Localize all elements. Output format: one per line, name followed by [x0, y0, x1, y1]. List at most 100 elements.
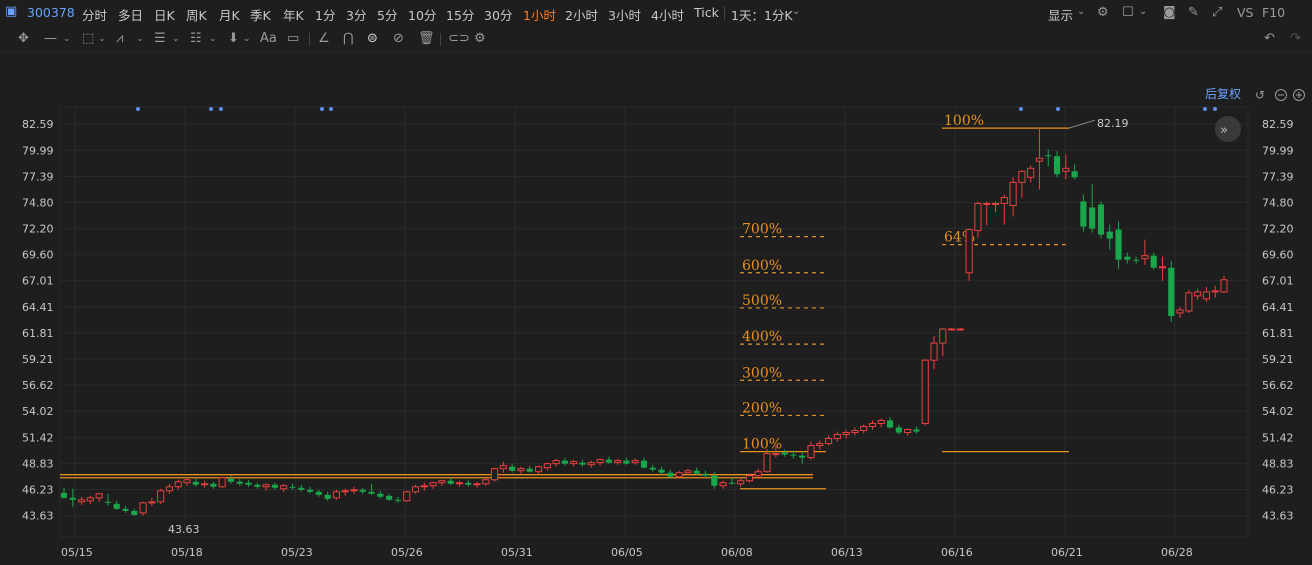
candle-body[interactable]: [675, 472, 683, 478]
period-tab[interactable]: 周K: [186, 8, 207, 23]
event-marker-dot[interactable]: [219, 107, 223, 111]
candle-body[interactable]: [332, 491, 340, 499]
candle-body[interactable]: [667, 472, 674, 477]
candle-body[interactable]: [877, 419, 885, 424]
candle-body[interactable]: [131, 510, 138, 515]
candle-body[interactable]: [60, 492, 68, 498]
candle-body[interactable]: [517, 468, 525, 472]
candle-body[interactable]: [1089, 207, 1096, 229]
chevron-down-icon[interactable]: ⌄: [63, 34, 71, 44]
candle-body[interactable]: [1045, 155, 1052, 157]
candle-body[interactable]: [640, 460, 648, 468]
checkbox-icon[interactable]: ☐: [1122, 5, 1134, 20]
period-tab[interactable]: 30分: [484, 8, 513, 23]
candle-body[interactable]: [939, 328, 947, 344]
candle-body[interactable]: [482, 479, 490, 485]
candle-body[interactable]: [341, 490, 349, 493]
candle-body[interactable]: [605, 459, 612, 463]
candle-body[interactable]: [965, 229, 973, 274]
candle-body[interactable]: [1000, 196, 1008, 204]
hide-icon[interactable]: ⊘: [393, 31, 404, 46]
candle-body[interactable]: [368, 491, 375, 494]
candle-body[interactable]: [1053, 156, 1061, 175]
candle-body[interactable]: [280, 485, 288, 490]
period-tab[interactable]: 4小时: [651, 8, 684, 23]
candle-body[interactable]: [403, 491, 411, 502]
period-tab[interactable]: 季K: [250, 8, 271, 23]
candlestick-chart[interactable]: 100% 200% 300% 400% 500% 600% 700% 100%64% 82.…: [0, 52, 1312, 565]
candle-body[interactable]: [711, 475, 718, 486]
candle-body[interactable]: [1168, 267, 1175, 316]
candle-body[interactable]: [860, 425, 868, 432]
candle-body[interactable]: [1080, 201, 1087, 227]
candle-body[interactable]: [851, 430, 859, 434]
candle-body[interactable]: [315, 491, 322, 495]
candle-body[interactable]: [420, 485, 428, 488]
candle-body[interactable]: [491, 468, 499, 481]
candle-body[interactable]: [719, 482, 727, 487]
period-tab[interactable]: Tick: [694, 5, 719, 20]
candle-body[interactable]: [1158, 266, 1167, 269]
candle-body[interactable]: [737, 480, 745, 485]
period-tab-active[interactable]: 1小时: [523, 8, 556, 23]
candle-body[interactable]: [227, 478, 235, 482]
chevron-down-icon[interactable]: ⌄: [98, 34, 106, 44]
candle-body[interactable]: [139, 502, 147, 514]
chevron-down-icon[interactable]: ⌄: [1139, 6, 1148, 17]
period-tab[interactable]: 5分: [377, 8, 398, 23]
candle-body[interactable]: [1176, 309, 1184, 314]
period-tab[interactable]: 15分: [446, 8, 475, 23]
candle-body[interactable]: [1097, 204, 1105, 235]
candle-body[interactable]: [1071, 171, 1078, 178]
candle-body[interactable]: [174, 481, 182, 488]
chevron-down-icon[interactable]: ⌄: [172, 34, 180, 44]
period-tab[interactable]: 10分: [408, 8, 437, 23]
candle-body[interactable]: [886, 420, 894, 428]
period-tab[interactable]: 3小时: [608, 8, 641, 23]
candle-body[interactable]: [623, 460, 630, 464]
candle-body[interactable]: [824, 438, 833, 445]
camera-icon[interactable]: ◙: [1163, 5, 1176, 20]
event-marker-dot[interactable]: [136, 107, 140, 111]
pen-icon[interactable]: ✎: [1188, 5, 1199, 20]
chevron-down-icon[interactable]: ⌄: [1077, 6, 1086, 17]
candle-body[interactable]: [833, 434, 841, 440]
f10-button[interactable]: F10: [1262, 5, 1286, 20]
candle-body[interactable]: [596, 459, 604, 464]
candle-body[interactable]: [799, 455, 806, 458]
comment-icon[interactable]: ▭: [287, 31, 300, 46]
candle-body[interactable]: [78, 499, 86, 503]
candle-body[interactable]: [974, 202, 982, 232]
period-tab[interactable]: 多日: [118, 8, 144, 23]
candle-body[interactable]: [904, 429, 912, 434]
expand-button[interactable]: [1215, 116, 1241, 142]
candle-body[interactable]: [614, 460, 622, 464]
pen-icon[interactable]: ∠: [318, 31, 330, 46]
candle-body[interactable]: [236, 481, 243, 484]
candle-body[interactable]: [192, 481, 199, 485]
candle-body[interactable]: [86, 497, 94, 502]
candle-body[interactable]: [868, 422, 877, 427]
adjust-toggle[interactable]: 后复权: [1205, 87, 1241, 101]
wave-icon[interactable]: ⩘: [116, 31, 124, 46]
candle-body[interactable]: [579, 462, 586, 465]
candle-body[interactable]: [165, 486, 174, 492]
candle-body[interactable]: [754, 471, 762, 477]
candle-body[interactable]: [587, 462, 595, 466]
candle-body[interactable]: [631, 460, 639, 464]
candle-body[interactable]: [534, 466, 543, 473]
event-marker-dot[interactable]: [1213, 107, 1217, 111]
candle-body[interactable]: [543, 463, 551, 469]
candle-body[interactable]: [781, 452, 788, 455]
candle-body[interactable]: [948, 328, 956, 331]
candle-body[interactable]: [359, 489, 366, 492]
candle-body[interactable]: [324, 494, 331, 499]
candle-body[interactable]: [693, 470, 700, 474]
crosshair-icon[interactable]: ✥: [18, 31, 29, 46]
magnet-icon[interactable]: ⋂: [343, 31, 354, 46]
zoom-in-icon[interactable]: [1293, 89, 1305, 101]
candle-body[interactable]: [245, 482, 252, 485]
candle-body[interactable]: [702, 473, 709, 476]
range-select[interactable]: 1天：1分K: [731, 8, 793, 23]
candle-body[interactable]: [772, 453, 780, 456]
